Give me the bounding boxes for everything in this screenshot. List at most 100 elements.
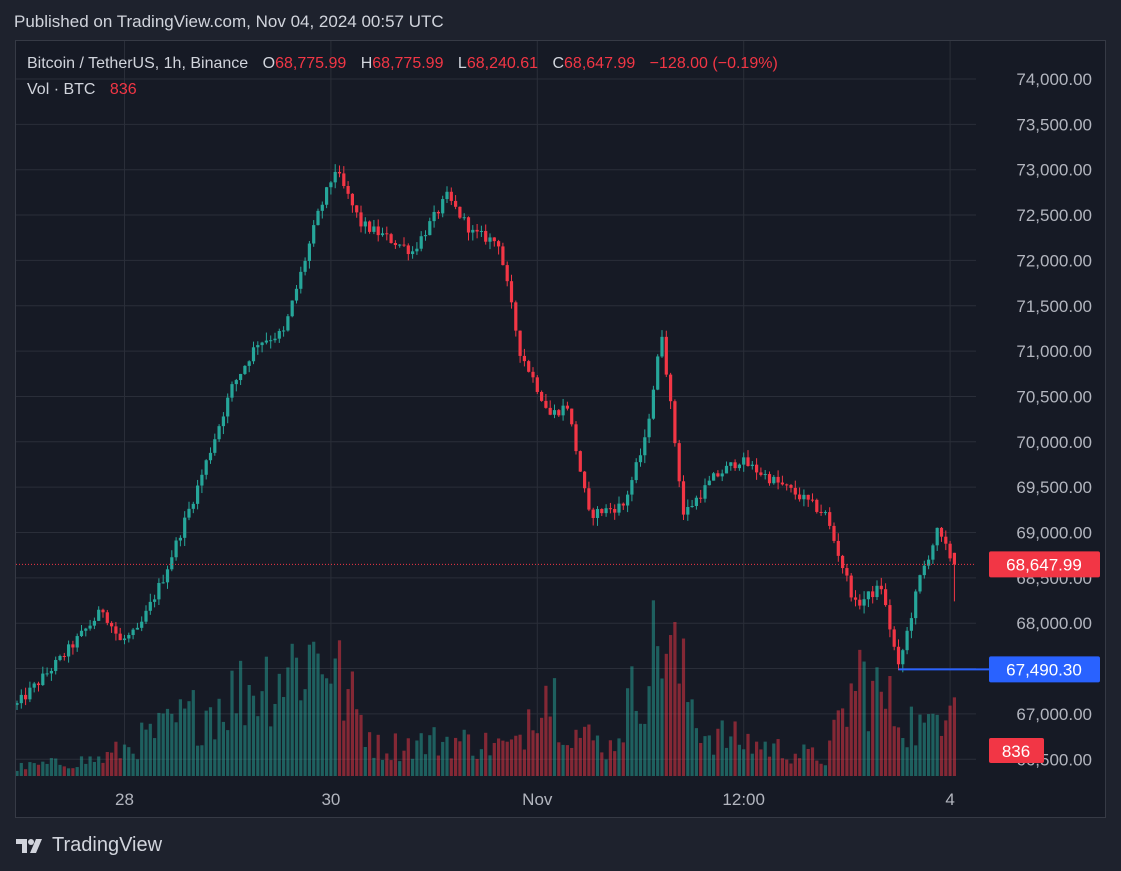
- candle-body: [862, 599, 866, 606]
- candle-body: [316, 210, 320, 226]
- volume-bar: [251, 695, 256, 776]
- volume-bar: [552, 678, 557, 776]
- volume-bar: [191, 690, 195, 776]
- volume-bar: [952, 697, 956, 776]
- candle-body: [376, 226, 380, 236]
- volume-bar: [148, 723, 152, 776]
- volume-bar: [58, 764, 62, 776]
- volume-bar: [716, 728, 720, 776]
- volume-bar: [122, 744, 127, 776]
- volume-bar: [914, 745, 918, 776]
- volume-bar: [884, 708, 888, 776]
- candle-body: [239, 373, 243, 381]
- candle-body: [208, 452, 213, 461]
- volume-label[interactable]: Vol · BTC: [27, 81, 96, 98]
- candle-body: [462, 217, 466, 219]
- volume-bar: [651, 600, 655, 776]
- volume-bar: [312, 641, 316, 776]
- volume-bar: [540, 717, 544, 776]
- chart-panel[interactable]: 66,500.0067,000.0067,500.0068,000.0068,5…: [15, 40, 1106, 818]
- volume-bar: [79, 756, 84, 776]
- volume-bar: [277, 673, 281, 776]
- candle-body: [780, 482, 784, 485]
- volume-bar: [273, 703, 277, 776]
- volume-bar: [187, 701, 191, 776]
- volume-bar: [462, 729, 466, 776]
- candle-body: [329, 182, 333, 188]
- candle-body: [944, 536, 948, 544]
- volume-bar: [62, 766, 66, 776]
- high-value: 68,775.99: [372, 55, 444, 72]
- candle-body: [363, 221, 367, 227]
- volume-bar: [32, 763, 36, 776]
- volume-bar: [909, 706, 913, 776]
- candle-body: [570, 408, 574, 425]
- candle-body: [927, 559, 931, 566]
- volume-bar: [742, 749, 746, 776]
- candle-body: [595, 509, 600, 518]
- candle-body: [71, 644, 75, 648]
- candle-body: [299, 271, 303, 289]
- volume-bar: [380, 759, 385, 776]
- grid-lines: [16, 41, 976, 776]
- candle-body: [213, 439, 217, 453]
- x-tick-label: 4: [945, 790, 954, 809]
- volume-bar: [905, 747, 909, 776]
- candle-body: [776, 476, 780, 483]
- candle-body: [307, 243, 311, 261]
- candle-body: [522, 355, 526, 362]
- candle-body: [54, 659, 58, 671]
- candle-body: [561, 405, 565, 416]
- candle-body: [832, 525, 836, 541]
- volume-bar: [131, 753, 135, 776]
- x-axis: 28 30 Nov 12:00 4: [115, 790, 955, 809]
- candle-body: [806, 494, 810, 500]
- volume-bar: [449, 758, 453, 776]
- candlestick-chart[interactable]: 66,500.0067,000.0067,500.0068,000.0068,5…: [16, 41, 1105, 817]
- candle-body: [828, 512, 832, 526]
- candle-body: [385, 233, 389, 235]
- candle-body: [793, 487, 797, 495]
- symbol-label[interactable]: Bitcoin / TetherUS, 1h, Binance: [27, 55, 249, 72]
- y-tick-label: 72,500.00: [1016, 206, 1092, 225]
- candle-body: [673, 401, 677, 444]
- volume-bar: [548, 716, 552, 776]
- volume-bar: [583, 726, 587, 776]
- volume-bar: [587, 724, 591, 776]
- candle-body: [600, 509, 604, 514]
- candle-body: [423, 235, 428, 237]
- y-tick-label: 67,000.00: [1016, 705, 1092, 724]
- candle-body: [36, 683, 41, 686]
- candle-body: [183, 517, 187, 538]
- candle-body: [509, 281, 514, 303]
- volume-bar: [110, 752, 114, 776]
- candle-body: [733, 462, 737, 469]
- candle-body: [333, 171, 337, 183]
- candle-body: [789, 485, 793, 488]
- volume-bar: [544, 685, 548, 776]
- candle-body: [724, 465, 729, 474]
- candle-body: [914, 591, 918, 619]
- candle-body: [892, 629, 896, 647]
- low-value: 68,240.61: [466, 55, 539, 72]
- volume-bar: [944, 720, 948, 776]
- volume-bar: [939, 735, 944, 776]
- x-tick-label: 30: [321, 790, 340, 809]
- candle-body: [135, 627, 139, 630]
- candle-body: [200, 474, 204, 486]
- candle-body: [810, 499, 815, 501]
- volume-bar: [518, 734, 522, 776]
- tradingview-logo[interactable]: TradingView: [16, 834, 162, 857]
- volume-bar: [570, 747, 574, 776]
- volume-bar: [535, 733, 539, 776]
- volume-bar: [41, 761, 45, 776]
- candle-body: [866, 591, 870, 600]
- low-marker-tag: 67,490.30: [989, 656, 1100, 683]
- volume-bar: [286, 667, 290, 776]
- volume-bar: [488, 755, 492, 776]
- change-value: −128.00 (−0.19%): [649, 55, 778, 72]
- candle-body: [127, 635, 131, 639]
- candle-body: [716, 473, 720, 477]
- volume-bar: [935, 714, 939, 776]
- volume-bar: [686, 702, 690, 776]
